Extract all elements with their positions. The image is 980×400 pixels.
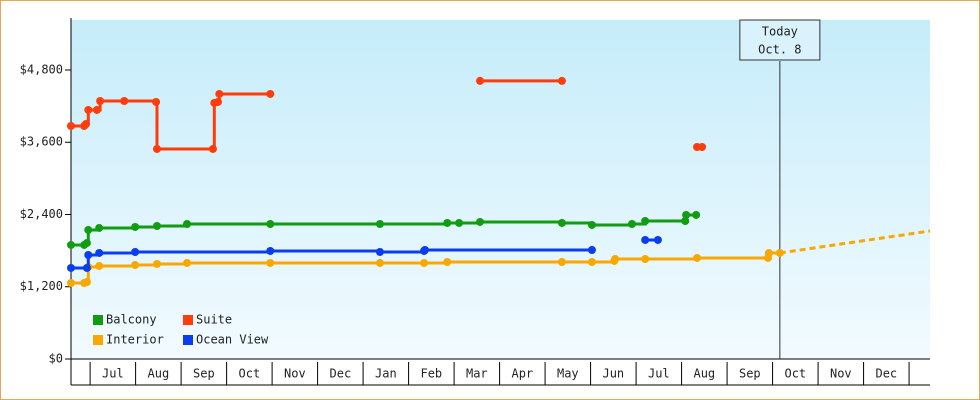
x-tick-label: Feb bbox=[420, 367, 442, 381]
y-tick-label: $1,200 bbox=[20, 279, 63, 293]
data-point bbox=[92, 105, 101, 114]
data-point bbox=[653, 235, 662, 244]
data-point bbox=[611, 254, 620, 263]
data-point bbox=[764, 248, 773, 257]
data-point bbox=[587, 246, 596, 255]
y-tick-label: $4,800 bbox=[20, 62, 63, 76]
data-point bbox=[95, 223, 104, 232]
data-point bbox=[698, 142, 707, 151]
data-point bbox=[587, 220, 596, 229]
data-point bbox=[682, 210, 691, 219]
projection-line bbox=[779, 229, 931, 255]
data-point bbox=[641, 254, 650, 263]
data-point bbox=[131, 261, 140, 270]
data-point bbox=[266, 220, 275, 229]
data-point bbox=[84, 251, 93, 260]
data-point bbox=[84, 225, 93, 234]
x-tick-label: Jun bbox=[602, 367, 624, 381]
data-point bbox=[476, 217, 485, 226]
today-label: Today bbox=[762, 25, 798, 39]
x-tick-label: Nov bbox=[284, 367, 306, 381]
data-point bbox=[67, 279, 75, 288]
data-point bbox=[67, 121, 75, 130]
x-tick-label: Oct bbox=[239, 367, 261, 381]
data-point bbox=[420, 258, 429, 267]
data-point bbox=[95, 248, 104, 257]
data-point bbox=[82, 238, 91, 247]
data-point bbox=[375, 220, 384, 229]
data-point bbox=[775, 248, 784, 257]
data-point bbox=[183, 220, 192, 229]
y-tick-label: $0 bbox=[49, 352, 63, 366]
data-point bbox=[95, 261, 104, 270]
data-point bbox=[152, 97, 161, 106]
x-tick-label: Aug bbox=[693, 367, 715, 381]
data-point bbox=[131, 222, 140, 231]
data-point bbox=[627, 220, 636, 229]
x-tick-label: Sep bbox=[739, 367, 761, 381]
legend-swatch bbox=[183, 315, 193, 325]
x-tick-label: Dec bbox=[875, 367, 897, 381]
data-point bbox=[96, 96, 105, 105]
data-point bbox=[587, 257, 596, 266]
plot-area bbox=[71, 20, 930, 359]
legend-label: Balcony bbox=[106, 313, 157, 327]
data-point bbox=[443, 218, 452, 227]
data-point bbox=[375, 248, 384, 257]
legend-swatch bbox=[93, 315, 103, 325]
x-tick-label: Jan bbox=[375, 367, 397, 381]
x-tick-label: Apr bbox=[511, 367, 533, 381]
today-box bbox=[739, 19, 821, 61]
data-point bbox=[557, 257, 566, 266]
data-point bbox=[681, 216, 690, 225]
data-point bbox=[82, 277, 91, 286]
data-point bbox=[152, 221, 161, 230]
x-tick-label: Sep bbox=[193, 367, 215, 381]
legend-label: Suite bbox=[196, 313, 232, 327]
data-point bbox=[67, 263, 75, 272]
legend-swatch bbox=[93, 335, 103, 345]
data-point bbox=[641, 235, 650, 244]
data-point bbox=[693, 253, 702, 262]
x-tick-label: Jul bbox=[648, 367, 670, 381]
data-point bbox=[82, 119, 91, 128]
legend-label: Ocean View bbox=[196, 333, 269, 347]
data-point bbox=[266, 89, 275, 98]
x-tick-label: Aug bbox=[148, 367, 170, 381]
x-tick-label: Oct bbox=[784, 367, 806, 381]
data-point bbox=[213, 97, 222, 106]
data-point bbox=[375, 258, 384, 267]
y-tick-label: $2,400 bbox=[20, 207, 63, 221]
data-point bbox=[266, 258, 275, 267]
data-point bbox=[120, 96, 129, 105]
y-tick-label: $3,600 bbox=[20, 135, 63, 149]
legend-label: Interior bbox=[106, 333, 164, 347]
data-point bbox=[67, 240, 75, 249]
data-point bbox=[84, 105, 93, 114]
data-point bbox=[208, 144, 217, 153]
x-tick-label: May bbox=[557, 367, 579, 381]
data-point bbox=[215, 89, 224, 98]
data-point bbox=[152, 144, 161, 153]
today-date: Oct. 8 bbox=[758, 43, 801, 57]
x-tick-label: Jul bbox=[102, 367, 124, 381]
x-tick-label: Dec bbox=[330, 367, 352, 381]
data-point bbox=[183, 258, 192, 267]
legend-swatch bbox=[183, 335, 193, 345]
data-point bbox=[82, 263, 91, 272]
data-point bbox=[420, 246, 429, 255]
data-point bbox=[692, 210, 701, 219]
data-point bbox=[152, 259, 161, 268]
x-tick-label: Mar bbox=[466, 367, 488, 381]
data-point bbox=[641, 216, 650, 225]
data-point bbox=[476, 76, 485, 85]
data-point bbox=[266, 246, 275, 255]
data-point bbox=[443, 257, 452, 266]
data-point bbox=[557, 76, 566, 85]
x-tick-label: Nov bbox=[830, 367, 852, 381]
data-point bbox=[131, 248, 140, 257]
data-point bbox=[455, 218, 464, 227]
data-point bbox=[557, 218, 566, 227]
